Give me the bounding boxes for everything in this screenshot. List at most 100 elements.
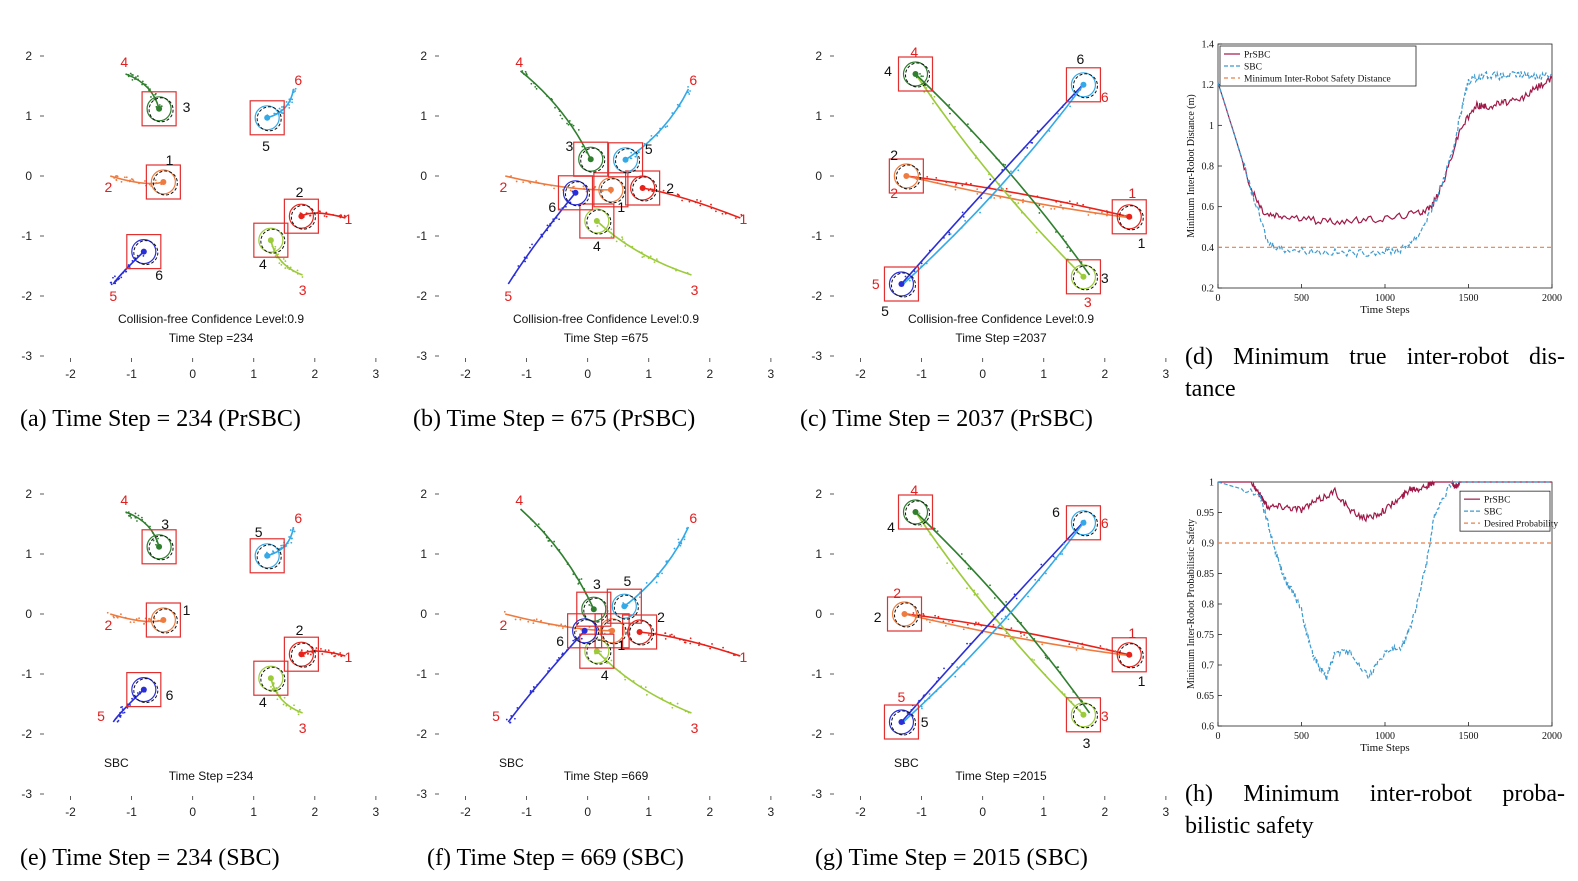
prsbc-series-line — [1218, 479, 1552, 523]
trajectory-sample — [655, 258, 658, 261]
robot-bounding-box — [145, 602, 181, 638]
trajectory-sample — [123, 711, 126, 714]
trajectory-sample — [134, 512, 137, 515]
trajectory-sample — [960, 553, 963, 555]
trajectory-sample — [548, 623, 550, 626]
trajectory-sample — [309, 214, 312, 217]
trajectory-sample — [272, 682, 275, 685]
y-tick-label: 2 — [815, 487, 822, 501]
trajectory-sample — [120, 273, 123, 276]
trajectory-sample — [1031, 658, 1033, 661]
robot-id-label: 1 — [1138, 673, 1146, 689]
robot-id-label: 6 — [548, 199, 556, 215]
robot-uncertainty-circle — [148, 97, 174, 123]
trajectory-sample — [282, 112, 284, 115]
robot-bounding-box — [593, 172, 629, 208]
trajectory-sample — [1076, 645, 1079, 647]
y-tick-label: 0.9 — [1202, 539, 1215, 550]
trajectory-sample — [570, 123, 573, 126]
trajectory-sample — [522, 181, 525, 184]
trajectory-sample — [114, 279, 117, 282]
robot-bounding-box — [1111, 637, 1147, 673]
trajectory-sample — [928, 249, 931, 252]
x-tick-label: -2 — [855, 367, 866, 381]
robot-safety-circle — [584, 208, 610, 234]
y-tick-label: -3 — [811, 787, 822, 801]
robot-goal-label: 5 — [97, 708, 105, 724]
robot-bounding-box — [249, 538, 285, 574]
trajectory-sample — [676, 702, 679, 705]
robot-bounding-box — [576, 591, 612, 627]
robot-bounding-box — [141, 529, 177, 565]
trajectory-sample — [680, 542, 683, 545]
robot-goal-label: 5 — [492, 708, 500, 724]
y-tick-label: -1 — [416, 229, 427, 243]
trajectory-sample — [969, 182, 972, 185]
robot-safety-circle — [578, 146, 604, 172]
robot-marker — [572, 189, 579, 196]
robot-goal-label: 1 — [345, 649, 353, 665]
x-tick-label: 1 — [1040, 367, 1047, 381]
trajectory-sample — [548, 539, 551, 542]
robot-uncertainty-circle — [613, 594, 639, 620]
trajectory-sample — [315, 647, 318, 649]
trajectory-sample — [552, 218, 555, 221]
robot-goal-label: 2 — [105, 179, 113, 195]
x-tick-label: -2 — [460, 367, 471, 381]
trajectory-sample — [664, 632, 667, 635]
trajectory-sample — [1069, 105, 1071, 108]
robot-marker — [912, 71, 919, 77]
trajectory-sample — [572, 185, 575, 188]
trajectory-sample — [1087, 214, 1090, 216]
trajectory-sample — [154, 179, 157, 182]
robot-marker — [607, 186, 614, 193]
trajectory-sample — [640, 685, 643, 688]
robot-id-label: 5 — [921, 714, 929, 730]
robot-marker — [621, 603, 628, 610]
trajectory-sample — [910, 613, 912, 616]
y-tick-label: 0.95 — [1197, 508, 1215, 519]
robot-id-label: 6 — [1052, 504, 1060, 520]
trajectory-sample — [935, 690, 938, 693]
trajectory-sample — [112, 276, 114, 279]
trajectory-sample — [157, 537, 159, 540]
plot-d-svg: 0 500 1000 1500 2000 0.2 0.4 0.6 0.8 1 1.2 1.4 Time … — [1186, 40, 1562, 317]
robot-marker — [636, 629, 643, 635]
trajectory-sample — [659, 127, 662, 130]
trajectory-sample — [114, 175, 117, 178]
trajectory-line — [110, 175, 164, 185]
robot-id-label: 5 — [645, 141, 653, 157]
trajectory-sample — [524, 260, 527, 263]
robot-uncertainty-circle — [152, 170, 178, 196]
trajectory-sample — [1000, 187, 1003, 190]
trajectory-sample — [577, 582, 580, 585]
trajectory-sample — [639, 591, 641, 594]
x-tick-label: 500 — [1294, 731, 1309, 742]
y-tick-label: 2 — [25, 487, 32, 501]
trajectory-sample — [286, 703, 288, 706]
trajectory-line — [112, 689, 145, 723]
robot-id-label: 5 — [255, 524, 263, 540]
y-tick-label: 0 — [25, 169, 32, 183]
robot-bounding-box — [579, 203, 615, 239]
trajectory-sample — [575, 630, 577, 633]
x-tick-label: -2 — [460, 805, 471, 819]
legend-label: Desired Probability — [1484, 520, 1558, 530]
trajectory-sample — [670, 633, 673, 636]
robot-marker — [264, 114, 271, 121]
trajectory-sample — [1059, 671, 1062, 674]
trajectory-sample — [1080, 261, 1083, 263]
robot-bounding-box — [126, 234, 162, 270]
trajectory-sample — [928, 621, 931, 624]
x-tick-label: 3 — [768, 367, 775, 381]
robot-goal-label: 3 — [1084, 294, 1092, 310]
trajectory-sample — [925, 262, 928, 265]
robot-safety-circle — [146, 96, 172, 122]
trajectory-sample — [288, 106, 291, 109]
robot-uncertainty-circle — [1072, 703, 1098, 729]
trajectory-sample — [127, 514, 130, 517]
trajectory-sample — [532, 622, 535, 625]
trajectory-sample — [530, 518, 532, 521]
trajectory-sample — [675, 269, 677, 272]
trajectory-sample — [913, 270, 916, 273]
